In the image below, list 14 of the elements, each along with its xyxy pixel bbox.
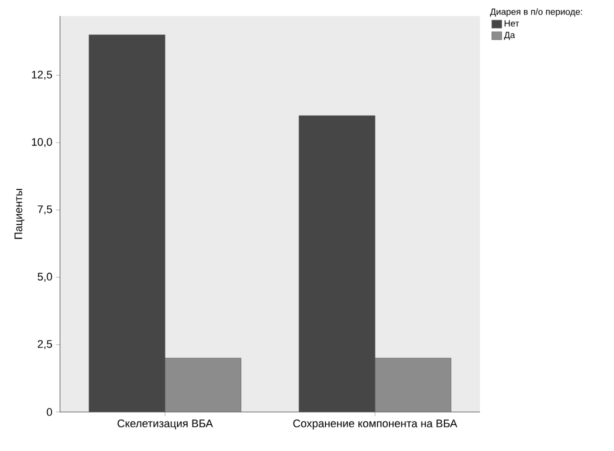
- y-axis-title: Пациенты: [14, 189, 24, 239]
- legend-label: Нет: [504, 20, 520, 27]
- y-tick-label: 7,5: [38, 205, 52, 214]
- legend-title: Диарея в п/о периоде:: [490, 8, 582, 17]
- y-tick-label: 2,5: [38, 340, 52, 350]
- x-tick-label: Скелетизация ВБА: [118, 420, 213, 430]
- bar: [374, 358, 452, 412]
- y-tick-label: 12,5: [32, 70, 52, 80]
- legend-label: Да: [504, 32, 516, 40]
- bar: [164, 358, 242, 412]
- y-tick-label: 5,0: [38, 272, 52, 282]
- x-tick-label: Сохранение компонента на ВБА: [293, 420, 458, 430]
- y-tick-label: 0: [46, 408, 52, 416]
- y-tick-label: 10,0: [32, 138, 52, 148]
